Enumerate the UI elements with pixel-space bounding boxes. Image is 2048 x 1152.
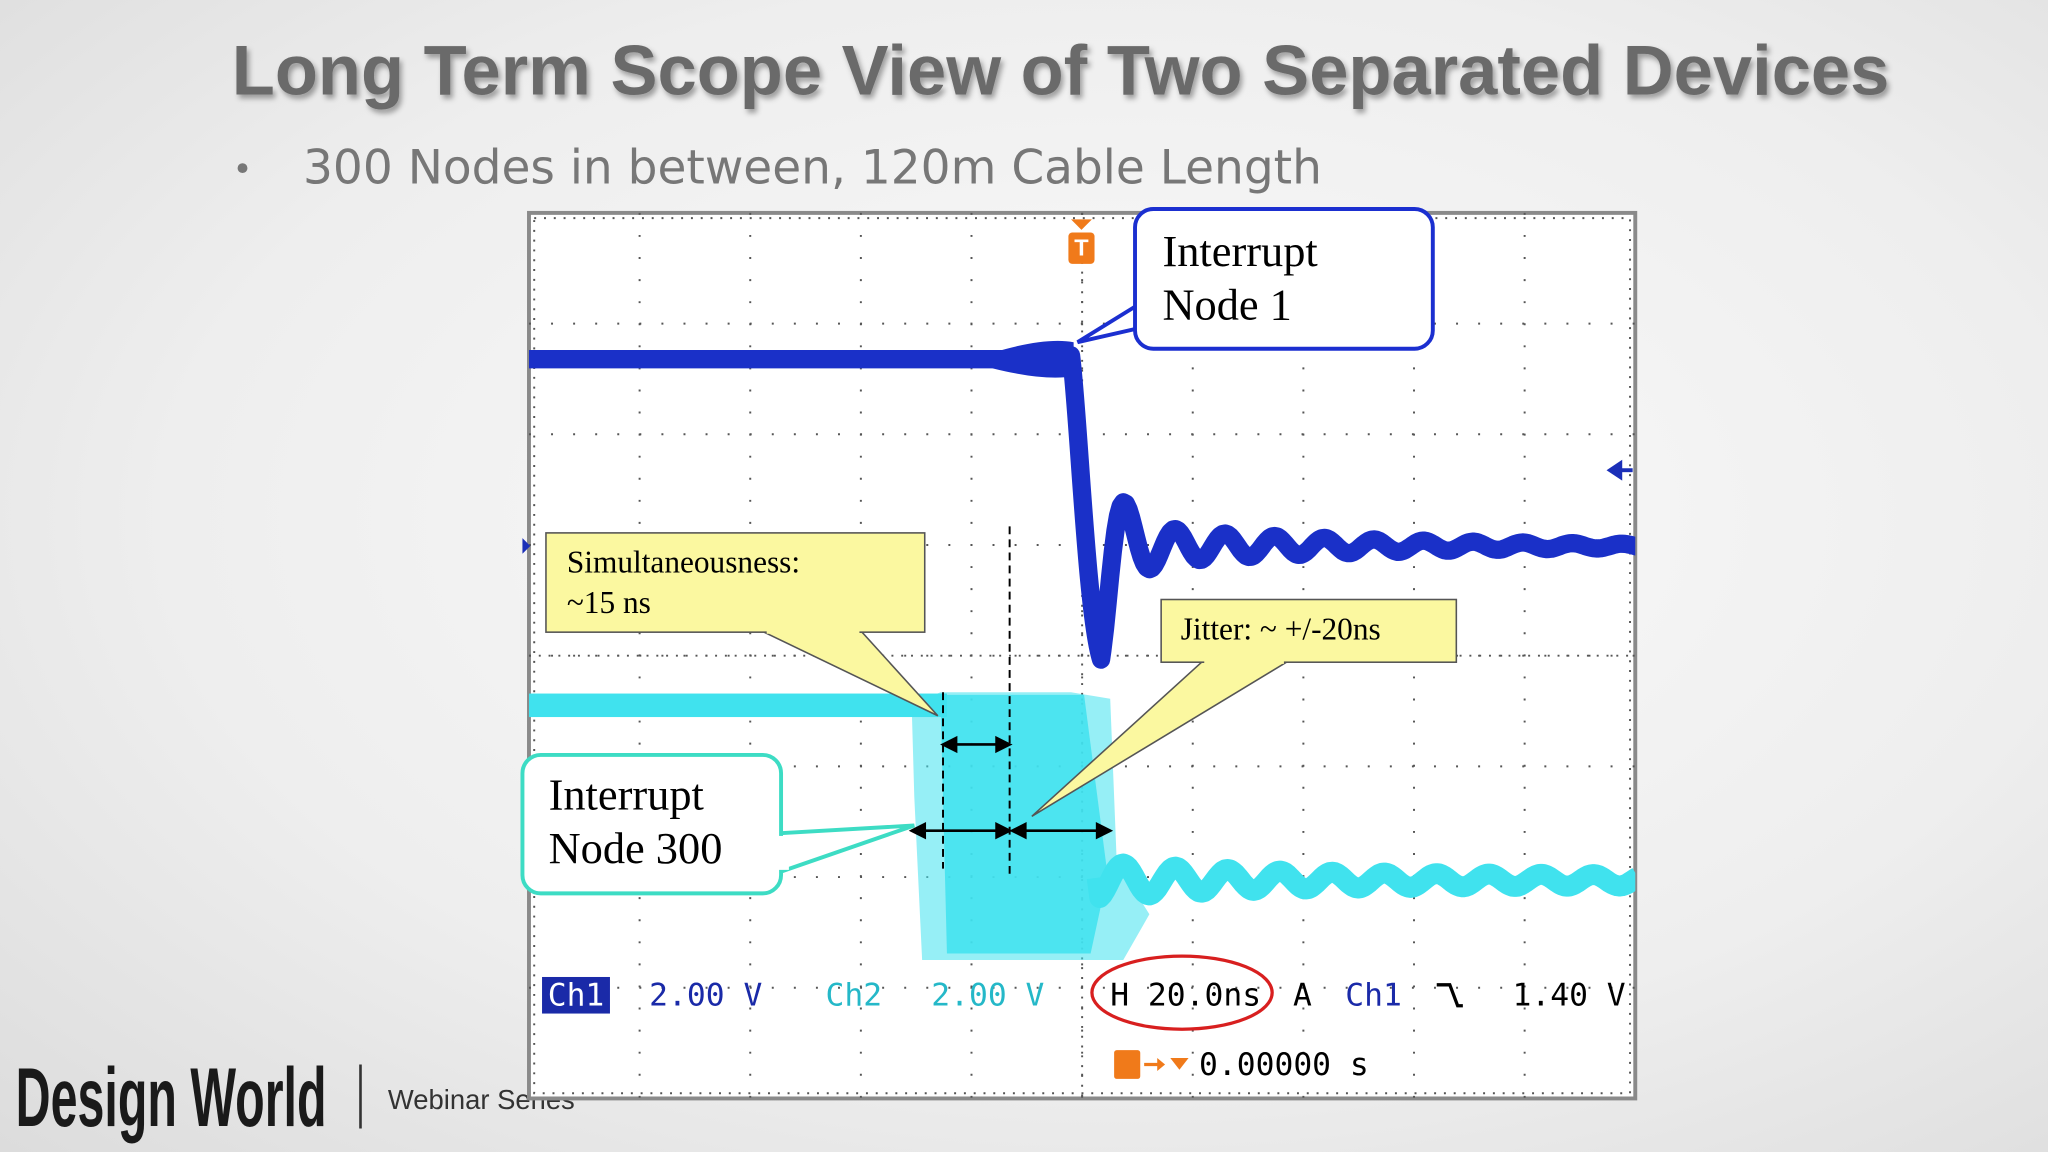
trigger-mode: A: [1293, 978, 1312, 1014]
trigger-marker: T: [1074, 235, 1089, 261]
brand-logo: Design World: [16, 1050, 327, 1144]
trigger-position-arrow: [1157, 1057, 1166, 1072]
ch1-trace: [528, 345, 1636, 669]
ch1-label: Ch1: [548, 978, 605, 1014]
trigger-position-icon: [1114, 1050, 1141, 1079]
callout-text: Interrupt: [1162, 226, 1318, 276]
ch2-scale: 2.00 V: [931, 978, 1044, 1014]
slide-title: Long Term Scope View of Two Separated De…: [232, 30, 1890, 109]
trigger-arrow: [1071, 219, 1092, 230]
scope-screen: T Interrupt Node 1 Simultaneousness: ~15…: [520, 207, 1638, 1101]
ch2-trace: [528, 693, 947, 718]
callout-pointer: [777, 823, 915, 875]
trigger-source: Ch1: [1345, 978, 1402, 1014]
bullet-dot: •: [232, 150, 252, 190]
falling-edge-icon: [1436, 983, 1463, 1008]
callout-text: Node 1: [1162, 280, 1291, 330]
ch2-settled-trace: [1086, 853, 1636, 909]
ch1-envelope: [992, 340, 1074, 378]
callout-box: [520, 752, 784, 896]
callout-text: Node 300: [549, 823, 723, 873]
callout-joint: [770, 835, 789, 870]
callout-text: Interrupt: [549, 770, 705, 820]
dimension-arrows: [908, 735, 1114, 840]
grid-border: [533, 217, 1632, 1095]
horizontal-scale: H 20.0ns: [1110, 978, 1261, 1014]
callout-text: Jitter: ~ +/-20ns: [1181, 611, 1381, 646]
trigger-position-arrow: [1170, 1057, 1189, 1070]
callout-box: [1133, 207, 1435, 351]
callout-text: Simultaneousness:: [567, 545, 800, 580]
trigger-box: [1068, 232, 1095, 264]
callout-text: ~15 ns: [567, 585, 651, 620]
callout-joint: [1138, 293, 1166, 328]
trigger-position: 0.00000 s: [1199, 1047, 1369, 1083]
callout-box: [545, 532, 926, 633]
highlight-ellipse: [1090, 954, 1274, 1031]
ch1-badge: [542, 976, 610, 1014]
level-marker: [1606, 459, 1623, 481]
bullet-text: 300 Nodes in between, 120m Cable Length: [303, 141, 1322, 196]
callout-box: [1160, 598, 1458, 663]
ch1-ground-marker: [522, 538, 531, 554]
trigger-level: 1.40 V: [1512, 978, 1625, 1014]
ch1-scale: 2.00 V: [649, 978, 762, 1014]
ch2-label: Ch2: [825, 978, 882, 1014]
